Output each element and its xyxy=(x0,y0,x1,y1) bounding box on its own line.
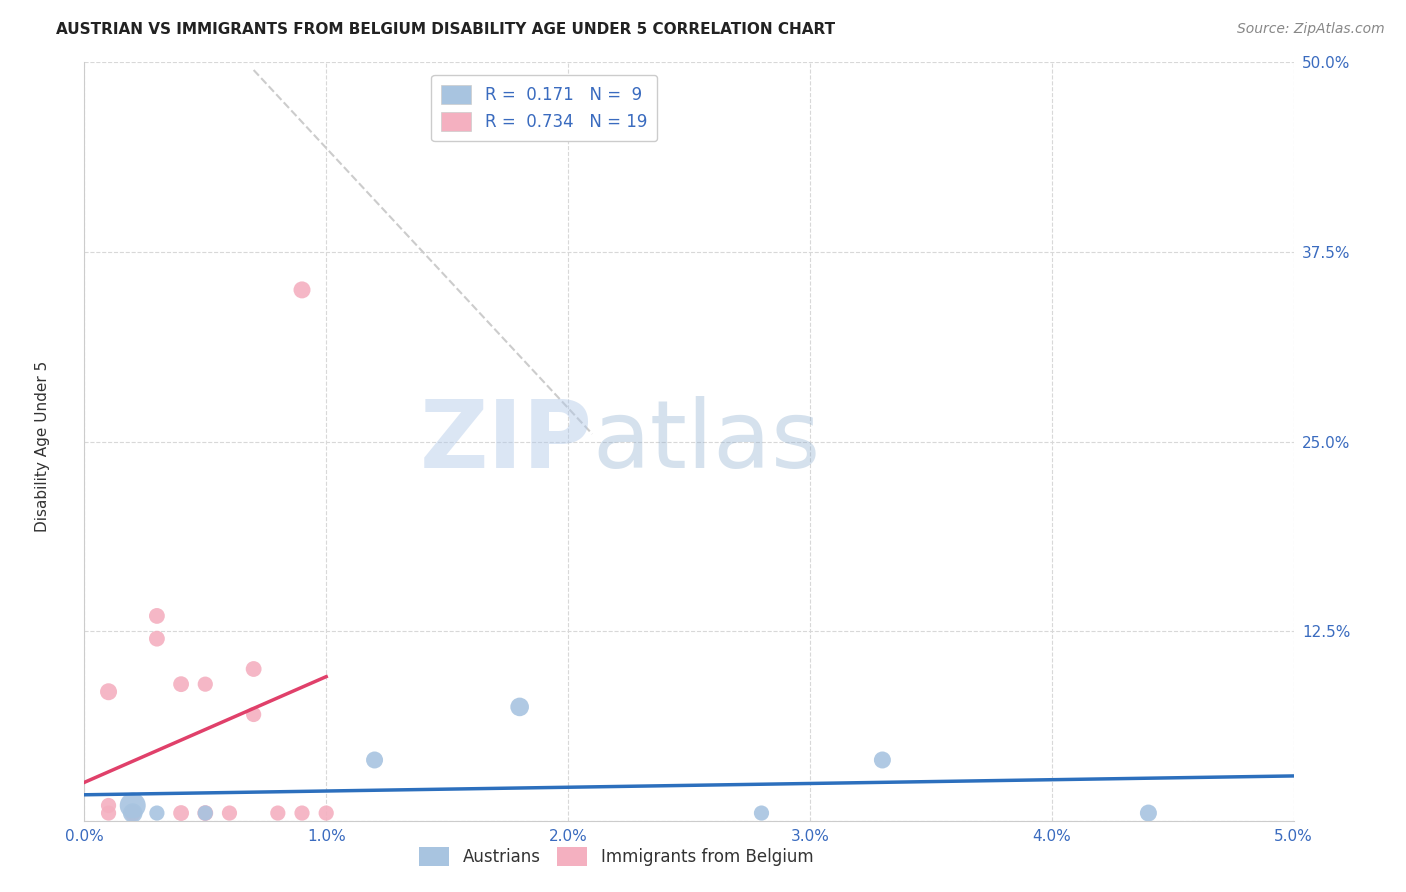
Point xyxy=(1137,806,1160,821)
Point xyxy=(121,806,143,821)
Point xyxy=(291,283,314,297)
Point xyxy=(170,677,193,691)
Point xyxy=(97,798,120,813)
Point xyxy=(121,806,143,821)
Point xyxy=(315,806,337,821)
Legend: Austrians, Immigrants from Belgium: Austrians, Immigrants from Belgium xyxy=(413,840,820,873)
Text: Disability Age Under 5: Disability Age Under 5 xyxy=(35,360,49,532)
Point xyxy=(242,707,264,722)
Point xyxy=(121,798,143,813)
Point xyxy=(509,699,531,714)
Point xyxy=(218,806,240,821)
Point xyxy=(121,806,143,821)
Point xyxy=(291,806,314,821)
Text: ZIP: ZIP xyxy=(419,395,592,488)
Text: Source: ZipAtlas.com: Source: ZipAtlas.com xyxy=(1237,22,1385,37)
Text: AUSTRIAN VS IMMIGRANTS FROM BELGIUM DISABILITY AGE UNDER 5 CORRELATION CHART: AUSTRIAN VS IMMIGRANTS FROM BELGIUM DISA… xyxy=(56,22,835,37)
Point xyxy=(872,753,894,767)
Text: atlas: atlas xyxy=(592,395,821,488)
Point xyxy=(194,806,217,821)
Point xyxy=(363,753,385,767)
Point xyxy=(146,806,169,821)
Point xyxy=(267,806,290,821)
Point xyxy=(242,662,264,676)
Point xyxy=(121,806,143,821)
Point xyxy=(194,677,217,691)
Point xyxy=(170,806,193,821)
Point xyxy=(146,608,169,623)
Point xyxy=(146,632,169,646)
Point xyxy=(97,806,120,821)
Point xyxy=(194,806,217,821)
Point xyxy=(751,806,773,821)
Point xyxy=(97,685,120,699)
